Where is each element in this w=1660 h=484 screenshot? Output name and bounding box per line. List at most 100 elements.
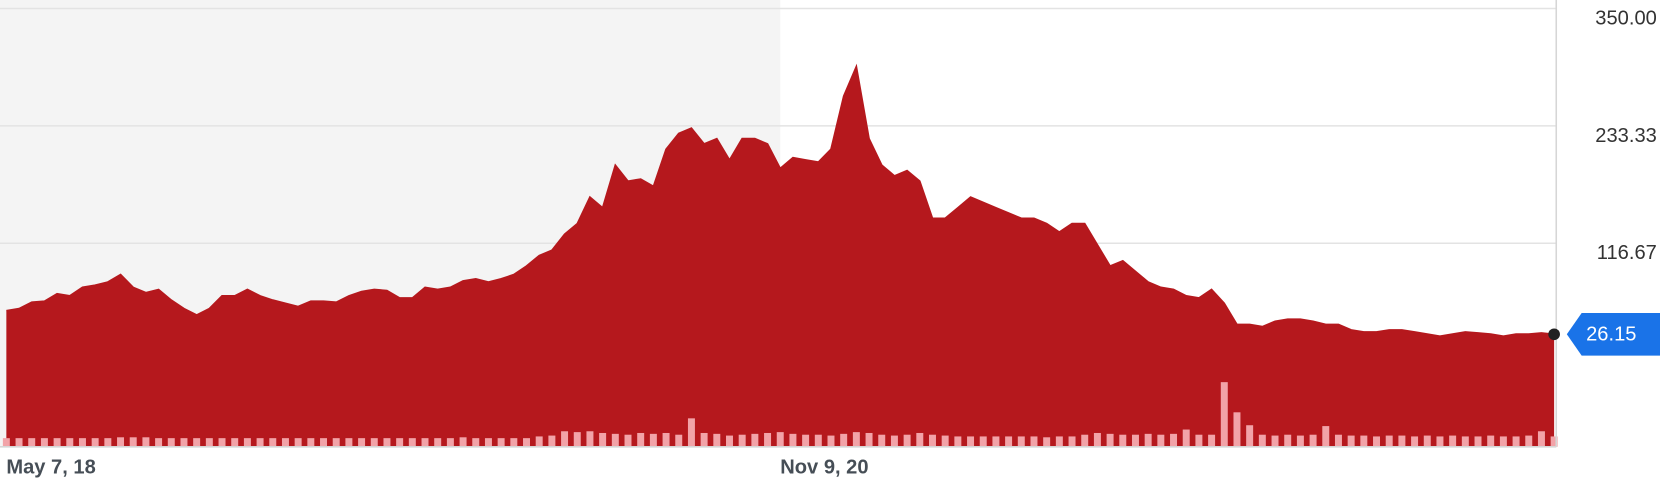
volume-bar	[992, 436, 1000, 447]
volume-bar	[1499, 436, 1507, 447]
volume-bar	[1005, 436, 1013, 447]
volume-bar	[954, 436, 962, 447]
volume-bar	[396, 438, 404, 447]
volume-bar	[1055, 436, 1063, 447]
volume-bar	[700, 432, 708, 447]
volume-bar	[1131, 434, 1139, 447]
volume-bar	[1373, 436, 1381, 447]
volume-bar	[155, 438, 163, 447]
volume-bar	[1525, 435, 1533, 447]
volume-bar	[523, 438, 530, 447]
volume-bar	[53, 438, 61, 447]
volume-bar	[599, 432, 607, 447]
volume-bar	[1068, 436, 1076, 447]
volume-bar	[561, 431, 569, 447]
volume-bar	[878, 434, 886, 447]
volume-bar	[205, 438, 213, 447]
volume-bar	[662, 432, 670, 447]
volume-bar	[649, 433, 657, 447]
volume-bar	[1398, 435, 1406, 447]
volume-bar	[789, 433, 797, 447]
volume-bar	[1322, 426, 1330, 447]
volume-bar	[979, 436, 987, 447]
volume-bar	[1017, 436, 1025, 447]
volume-bar	[1220, 382, 1228, 447]
volume-bar	[1170, 433, 1178, 447]
volume-bar	[1334, 434, 1342, 447]
volume-bar	[1461, 436, 1469, 447]
volume-bar	[1144, 433, 1152, 447]
volume-bar	[751, 433, 759, 447]
volume-bar	[358, 438, 366, 447]
volume-bar	[345, 438, 353, 447]
volume-bar	[611, 433, 619, 447]
last-point	[1548, 328, 1560, 341]
volume-bar	[1423, 435, 1431, 447]
volume-bar	[1385, 435, 1393, 447]
volume-bar	[1474, 436, 1482, 447]
volume-bar	[142, 437, 150, 447]
volume-bar	[167, 438, 175, 447]
volume-bar	[814, 434, 822, 447]
volume-bar	[320, 438, 328, 447]
volume-bar	[637, 432, 645, 447]
volume-bar	[1436, 436, 1444, 447]
volume-bar	[1411, 436, 1419, 447]
volume-bar	[1208, 434, 1216, 447]
volume-bar	[294, 438, 302, 447]
volume-bar	[15, 438, 23, 447]
volume-bar	[1106, 433, 1114, 447]
y-tick-label: 350.00	[1595, 7, 1657, 29]
volume-bar	[776, 432, 784, 447]
volume-bar	[687, 418, 695, 447]
volume-bar	[2, 438, 10, 447]
volume-bar	[307, 438, 315, 447]
volume-bar	[269, 438, 277, 447]
volume-bar	[548, 435, 556, 447]
volume-bar	[231, 438, 239, 447]
price-tag	[1566, 313, 1660, 356]
volume-bar	[446, 438, 454, 447]
area-fill	[6, 66, 1555, 447]
volume-bar	[1537, 431, 1545, 447]
volume-bar	[967, 436, 975, 447]
volume-bar	[1258, 434, 1266, 447]
volume-bar	[1449, 435, 1457, 447]
volume-bar	[510, 438, 518, 447]
volume-bar	[1157, 434, 1165, 447]
volume-bar	[1081, 434, 1089, 447]
volume-bar	[535, 436, 543, 447]
volume-bar	[840, 433, 848, 447]
volume-bar	[472, 438, 480, 447]
volume-bar	[802, 434, 810, 447]
volume-bar	[1093, 432, 1101, 447]
price-tag-label: 26.15	[1586, 324, 1636, 346]
volume-bar	[218, 438, 226, 447]
volume-bar	[459, 437, 467, 447]
volume-bar	[624, 434, 632, 447]
volume-bar	[383, 438, 391, 447]
volume-bar	[1195, 434, 1203, 447]
volume-bar	[1487, 435, 1495, 447]
volume-bar	[764, 432, 772, 447]
volume-bar	[117, 437, 125, 447]
volume-bar	[1347, 435, 1355, 447]
x-tick-label: Nov 9, 20	[780, 456, 868, 478]
volume-bar	[1119, 434, 1127, 447]
y-tick-label: 233.33	[1595, 125, 1657, 147]
volume-bar	[903, 434, 911, 447]
volume-bar	[1360, 435, 1368, 447]
volume-bar	[40, 438, 48, 447]
volume-bar	[243, 438, 251, 447]
volume-bar	[129, 437, 137, 447]
volume-bar	[890, 435, 898, 447]
price-line	[6, 63, 1555, 337]
volume-bar	[738, 434, 746, 447]
volume-bar	[675, 434, 683, 447]
volume-bar	[1030, 436, 1038, 447]
volume-bar	[1309, 434, 1317, 447]
volume-bar	[434, 438, 442, 447]
volume-bar	[1043, 437, 1051, 447]
